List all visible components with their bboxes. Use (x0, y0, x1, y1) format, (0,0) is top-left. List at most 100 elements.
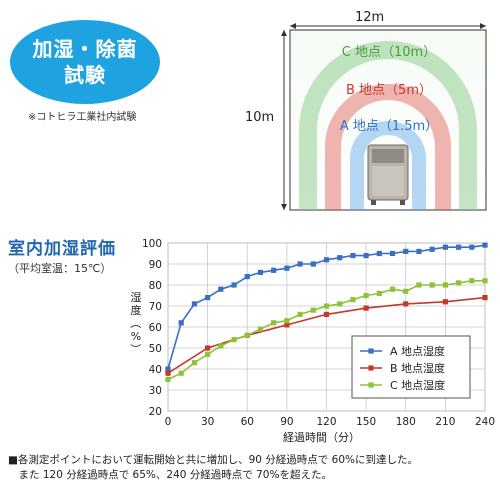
y-tick-label: 70 (149, 301, 162, 313)
series-2-point (429, 282, 435, 288)
series-2-point (416, 282, 422, 288)
series-2-point (191, 360, 198, 366)
series-2-point (297, 311, 303, 317)
series-0-point (284, 265, 290, 271)
series-2-point (455, 280, 462, 286)
series-2-point (323, 303, 330, 309)
series-0-point (205, 295, 211, 301)
zone-band-2 (350, 121, 426, 210)
series-1-point (284, 322, 290, 328)
room-width-dimension (290, 23, 486, 29)
footnote-line-0: ■各測定ポイントにおいて運転開始と共に増加し、90 分経過時点で 60%に到達し… (8, 454, 418, 466)
series-2-point (257, 326, 264, 332)
chart-subtitle: （平均室温：15℃） (8, 262, 112, 275)
series-0-point (191, 301, 198, 307)
x-tick-label: 210 (435, 416, 455, 428)
series-0-point (244, 274, 250, 280)
series-0-point (337, 255, 343, 261)
series-2-point (442, 282, 448, 288)
series-0-point (231, 282, 237, 288)
series-0-point (165, 366, 171, 372)
x-tick-label: 120 (316, 416, 336, 428)
chart-title: 室内加湿評価 (8, 239, 116, 259)
y-axis-label-char: 度 (131, 303, 142, 317)
series-2-point (231, 337, 237, 343)
series-2-point (310, 307, 316, 313)
series-1-point (403, 301, 409, 307)
series-2-point (376, 290, 382, 296)
x-tick-label: 60 (241, 416, 254, 428)
series-2-point (244, 332, 250, 338)
room-height-dimension (281, 30, 287, 210)
test-source-note: ※コトヒラ工業社内試験 (28, 112, 137, 123)
series-0-point (323, 257, 330, 263)
series-2-point (403, 288, 409, 294)
y-tick-label: 80 (149, 280, 162, 292)
series-1-point (363, 305, 369, 311)
zone-band-1 (325, 84, 451, 210)
y-tick-label: 40 (149, 364, 162, 376)
series-0-point (297, 261, 303, 267)
y-tick-label: 20 (149, 406, 162, 418)
series-1-point (205, 345, 211, 351)
series-2-point (350, 297, 356, 303)
x-tick-label: 90 (280, 416, 293, 428)
zone-band-0 (299, 41, 477, 210)
x-tick-label: 0 (165, 416, 172, 428)
series-0-point (389, 250, 396, 257)
x-tick-label: 30 (201, 416, 214, 428)
series-2-point (271, 320, 277, 326)
series-2-point (482, 278, 488, 284)
humidity-line-chart: 20 30 40 50 60 70 80 90 100 0 30 60 90 120 150 180 210 24… (129, 238, 495, 444)
point-a-label: A 地点（1.5m） (340, 119, 438, 134)
series-1-point (482, 295, 488, 301)
series-2-point (389, 286, 396, 292)
series-0-point (376, 250, 382, 257)
point-c-label: C 地点（10m） (342, 45, 436, 60)
point-b-label: B 地点（5m） (346, 83, 432, 98)
footnote-line-1: また 120 分経過時点で 65%、240 分経過時点で 70%を超えた。 (8, 469, 332, 481)
legend-marker-1 (368, 365, 374, 371)
y-tick-label: 60 (149, 322, 162, 334)
series-0-point (482, 242, 488, 248)
badge-line-1: 加湿・除菌 (32, 37, 138, 61)
series-0-point (178, 320, 184, 326)
series-0-point (310, 261, 316, 267)
series-2-point (218, 343, 224, 349)
y-axis-label-char: 湿 (131, 291, 142, 304)
legend-marker-2 (368, 382, 374, 388)
badge-line-2: 試験 (64, 63, 106, 87)
room-width-label: 12m (355, 10, 385, 25)
series-0-point (416, 248, 422, 254)
series-2-point (337, 301, 343, 307)
y-tick-label: 30 (149, 385, 162, 397)
series-0-point (403, 248, 409, 254)
y-tick-label: 90 (149, 259, 162, 271)
test-title-badge: 加湿・除菌 試験 (10, 20, 160, 104)
footnote: ■各測定ポイントにおいて運転開始と共に増加し、90 分経過時点で 60%に到達し… (8, 453, 496, 483)
room-diagram: C 地点（10m） B 地点（5m） A 地点（1.5m） (281, 23, 487, 211)
series-2-point (284, 318, 290, 324)
y-axis-label-char: % (131, 330, 141, 343)
y-axis-label-char: ） (129, 344, 142, 355)
x-tick-label: 240 (475, 416, 495, 428)
x-axis-label: 経過時間（分） (283, 431, 360, 444)
series-2-point (469, 278, 475, 284)
series-1-point (323, 311, 330, 317)
series-0-point (363, 253, 369, 259)
series-2-point (165, 376, 171, 383)
x-tick-label: 180 (396, 416, 416, 428)
room-height-label: 10m (245, 110, 275, 125)
y-tick-label: 50 (149, 343, 162, 355)
humidifier-unit-image (367, 144, 409, 205)
series-0-point (257, 269, 264, 275)
series-1-point (165, 370, 171, 376)
x-tick-label: 150 (356, 416, 376, 428)
series-0-point (455, 244, 462, 250)
series-0-point (442, 244, 448, 250)
legend-entry-2: C 地点湿度 (390, 378, 445, 392)
y-tick-label: 100 (142, 238, 162, 250)
legend-entry-1: B 地点湿度 (390, 361, 445, 375)
series-2-point (178, 370, 184, 376)
series-1-point (442, 299, 448, 305)
